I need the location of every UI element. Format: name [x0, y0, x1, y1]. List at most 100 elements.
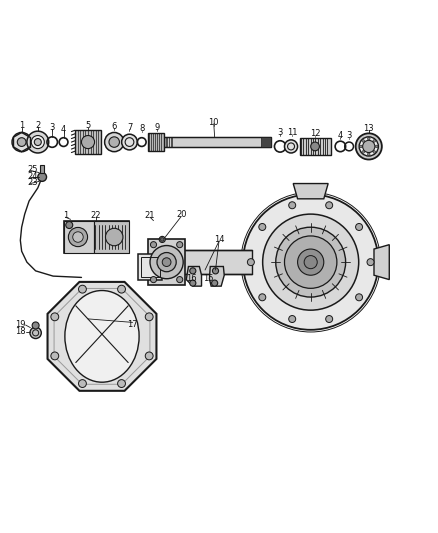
Text: 1: 1: [63, 211, 68, 220]
Circle shape: [356, 294, 363, 301]
Circle shape: [356, 223, 363, 230]
Polygon shape: [186, 266, 201, 286]
Circle shape: [51, 352, 59, 360]
Circle shape: [367, 138, 370, 140]
Circle shape: [81, 135, 95, 149]
Circle shape: [66, 222, 73, 229]
Circle shape: [30, 327, 41, 338]
Circle shape: [34, 139, 41, 146]
Bar: [94, 221, 130, 253]
Text: 12: 12: [310, 130, 320, 138]
Polygon shape: [48, 282, 156, 391]
Bar: [166, 250, 252, 274]
Circle shape: [259, 294, 266, 301]
Circle shape: [38, 173, 46, 181]
Circle shape: [118, 285, 125, 293]
Circle shape: [263, 214, 359, 310]
Circle shape: [243, 195, 378, 330]
Text: 8: 8: [139, 125, 145, 133]
Bar: [300, 138, 331, 155]
Polygon shape: [293, 183, 328, 199]
Text: 7: 7: [127, 123, 132, 132]
Circle shape: [362, 151, 364, 154]
Circle shape: [304, 256, 317, 269]
Circle shape: [363, 140, 375, 152]
Circle shape: [157, 253, 176, 272]
Circle shape: [17, 138, 26, 147]
Text: 20: 20: [177, 211, 187, 220]
Circle shape: [289, 316, 296, 322]
Text: 14: 14: [214, 235, 224, 244]
Circle shape: [247, 259, 254, 265]
Text: 2: 2: [35, 120, 40, 130]
Circle shape: [122, 134, 138, 150]
Circle shape: [150, 277, 156, 282]
Circle shape: [375, 145, 378, 148]
Text: 16: 16: [186, 274, 197, 283]
Circle shape: [150, 241, 156, 248]
Circle shape: [285, 140, 297, 153]
Text: 18: 18: [15, 327, 25, 336]
Circle shape: [150, 246, 183, 279]
Circle shape: [12, 133, 31, 152]
Circle shape: [297, 249, 324, 275]
Bar: [64, 221, 130, 253]
Circle shape: [73, 232, 83, 243]
Circle shape: [360, 145, 362, 148]
Circle shape: [367, 153, 370, 156]
Text: 1: 1: [19, 122, 24, 131]
Text: 10: 10: [208, 118, 219, 127]
Bar: [148, 239, 185, 285]
Circle shape: [276, 227, 346, 297]
Text: 11: 11: [287, 128, 297, 138]
Circle shape: [118, 379, 125, 387]
Text: 24: 24: [27, 172, 37, 181]
Text: 17: 17: [127, 320, 138, 329]
Text: 3: 3: [346, 132, 352, 141]
Bar: [141, 257, 159, 277]
Bar: [138, 254, 162, 280]
Circle shape: [78, 285, 86, 293]
Text: 3: 3: [49, 123, 55, 132]
Text: 5: 5: [85, 122, 91, 131]
Circle shape: [51, 313, 59, 321]
Text: 19: 19: [15, 320, 25, 329]
Text: 15: 15: [203, 274, 214, 283]
Text: 21: 21: [145, 211, 155, 220]
Bar: [75, 130, 101, 154]
Text: 13: 13: [364, 125, 374, 133]
Ellipse shape: [65, 290, 139, 382]
Circle shape: [109, 137, 120, 147]
Circle shape: [359, 137, 378, 156]
Circle shape: [285, 236, 337, 288]
Circle shape: [259, 223, 266, 230]
Polygon shape: [209, 266, 224, 286]
Circle shape: [212, 280, 218, 286]
Circle shape: [373, 151, 376, 154]
Circle shape: [32, 322, 39, 329]
Circle shape: [27, 131, 49, 153]
Text: 4: 4: [338, 131, 343, 140]
Circle shape: [362, 140, 364, 142]
Circle shape: [177, 241, 183, 248]
Circle shape: [190, 268, 196, 274]
Circle shape: [367, 259, 374, 265]
Text: 3: 3: [277, 127, 283, 136]
Circle shape: [162, 258, 171, 266]
Text: 25: 25: [27, 165, 37, 174]
Circle shape: [326, 202, 333, 209]
Text: 9: 9: [154, 123, 159, 132]
Circle shape: [356, 133, 382, 159]
Circle shape: [326, 316, 333, 322]
Text: 6: 6: [112, 122, 117, 131]
Polygon shape: [374, 245, 389, 280]
Circle shape: [212, 268, 219, 274]
Bar: [40, 165, 44, 173]
Circle shape: [373, 140, 376, 142]
Circle shape: [177, 277, 183, 282]
Bar: [64, 221, 94, 253]
Text: 23: 23: [27, 178, 38, 187]
Bar: [163, 137, 271, 147]
Circle shape: [145, 352, 153, 360]
Bar: [261, 137, 271, 147]
